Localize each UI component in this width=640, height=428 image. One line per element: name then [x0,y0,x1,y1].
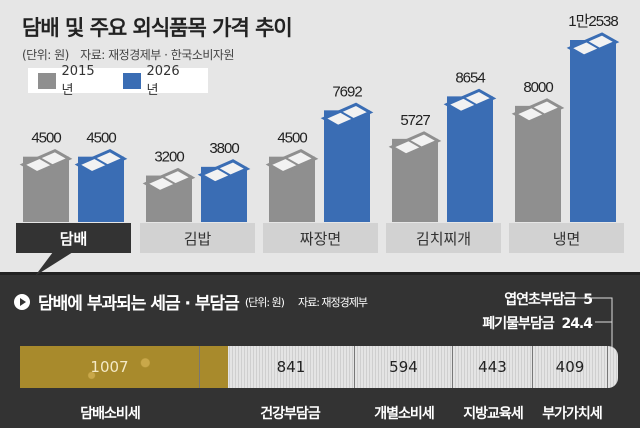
category-label: 냉면 [509,223,624,253]
segment-vat: 409 [533,346,608,388]
segment-label: 부가가치세 [542,406,602,422]
legend-label-2026: 2026년 [146,63,180,98]
segment-individual-consumption-tax: 594 [355,346,453,388]
category-label: 김밥 [140,223,255,253]
chart-subtitle: (단위: 원) 자료: 재정경제부 · 한국소비자원 [22,46,242,63]
category-label: 김치찌개 [386,223,501,253]
callout-pointer [35,252,73,276]
play-icon [14,293,30,310]
extra-name: 폐기물부담금 [482,316,554,332]
category-label: 담배 [16,223,131,253]
bar-value-label: 4500 [277,130,307,147]
cigarette-pack-icon [265,149,319,175]
legend-swatch-2026 [123,72,141,89]
extra-name: 엽연초부담금 [504,292,576,308]
tax-unit: (단위: 원) [244,295,285,309]
bar-2026 [447,96,493,222]
legend: 2015년 2026년 [28,64,208,98]
source-label: 자료: 재정경제부 · 한국소비자원 [80,48,234,62]
legend-item-2015: 2015년 [38,64,101,98]
cigarette-pack-icon [388,131,442,157]
bar-value-label: 4500 [86,130,116,147]
bar-2015 [515,105,561,222]
cigarette-pack-icon [566,32,620,58]
segment-label: 건강부담금 [260,406,320,422]
segment-labels: 담배소비세 건강부담금 개별소비세 지방교육세 부가가치세 [20,403,620,423]
tax-source: 자료: 재정경제부 [297,295,368,309]
segment-label: 지방교육세 [463,406,523,422]
cigarette-pack-icon [19,149,73,175]
segment-tobacco-consumption-tax: 1007 [20,346,200,388]
bar-value-label: 8654 [455,69,485,86]
bar-2026 [324,110,370,222]
cigarette-pack-icon [197,159,251,185]
tax-panel: 담배에 부과되는 세금 · 부담금 (단위: 원) 자료: 재정경제부 엽연초부… [0,272,640,428]
bar-value-label: 7692 [332,83,362,100]
extra-item: 폐기물부담금 24.4 [482,313,593,333]
bar-value-label: 1만2538 [568,13,618,30]
bar-value-label: 3200 [154,149,184,166]
bar-chart: 4500 4500 3200 3800 4500 7692 5727 8654 … [19,13,620,222]
tax-title-text: 담배에 부과되는 세금 · 부담금 [38,294,240,314]
extra-value: 24.4 [561,316,593,332]
unit-label: (단위: 원) [22,48,69,62]
legend-swatch-2015 [38,72,56,89]
category-label: 짜장면 [263,223,378,253]
bar-value-label: 8000 [523,79,553,96]
cigarette-pack-icon [511,98,565,124]
legend-item-2026: 2026년 [123,64,186,98]
callout-lines [570,297,613,347]
cigarette-bar: 1007 841 594 443 409 [20,346,620,388]
cigarette-pack-icon [443,88,497,115]
legend-label-2015: 2015년 [61,63,95,98]
bar-value-label: 4500 [31,130,61,147]
cigarette-end [608,346,618,388]
segment-label: 개별소비세 [374,406,434,422]
segment-health-charge: 841 [200,346,355,388]
bar-value-label: 3800 [209,140,239,157]
segment-local-education-tax: 443 [453,346,533,388]
tax-title: 담배에 부과되는 세금 · 부담금 (단위: 원) 자료: 재정경제부 [14,289,368,314]
cigarette-pack-icon [142,167,196,194]
extra-item: 엽연초부담금 5 [504,289,593,309]
extra-value: 5 [583,292,593,308]
chart-title: 담배 및 주요 외식품목 가격 추이 [22,16,293,40]
segment-label: 담배소비세 [80,406,140,422]
segment-value: 841 [276,358,306,376]
bar-2026 [570,40,616,222]
bar-value-label: 5727 [400,112,430,129]
cigarette-pack-icon [320,102,374,129]
cigarette-pack-icon [74,149,128,175]
